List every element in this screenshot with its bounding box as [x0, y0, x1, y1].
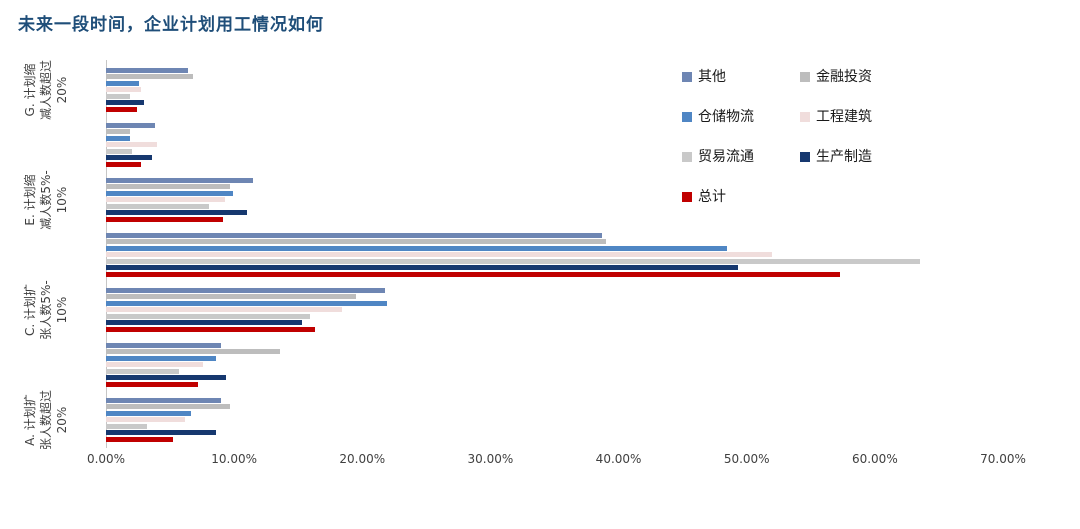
- bar: [106, 239, 606, 244]
- bar: [106, 381, 199, 387]
- bar: [106, 80, 140, 86]
- legend-swatch: [800, 72, 810, 82]
- bar: [106, 342, 222, 348]
- legend-swatch: [682, 192, 692, 202]
- x-axis-tick-label: 70.00%: [980, 452, 1026, 466]
- bar: [106, 210, 247, 215]
- x-axis-tick-label: 30.00%: [467, 452, 514, 466]
- bar: [106, 320, 303, 325]
- legend-label: 总计: [698, 189, 726, 205]
- bar: [106, 375, 227, 380]
- x-axis-tick-label: 10.00%: [211, 452, 258, 466]
- legend-item: 生产制造: [800, 148, 872, 166]
- legend-item: 金融投资: [800, 68, 872, 86]
- bar: [106, 307, 342, 312]
- bar: [106, 161, 141, 167]
- legend-item: 其他: [682, 68, 800, 86]
- legend-label: 仓储物流: [698, 109, 754, 125]
- legend-item: 仓储物流: [682, 108, 800, 126]
- legend-item: 工程建筑: [800, 108, 872, 126]
- bar: [106, 410, 191, 416]
- x-axis-tick-label: 50.00%: [723, 452, 770, 466]
- bar: [106, 197, 226, 202]
- bar: [106, 300, 387, 306]
- bar: [106, 155, 153, 160]
- bar: [106, 417, 186, 422]
- y-axis-category-label: A. 计划扩 张人数超过 20%: [23, 389, 69, 450]
- legend-swatch: [682, 152, 692, 162]
- y-axis-category-label: C. 计划扩 张人数5%- 10%: [23, 279, 69, 340]
- bar: [106, 362, 204, 367]
- bar: [106, 87, 141, 92]
- bar: [106, 430, 217, 435]
- x-axis-tick-label: 40.00%: [595, 452, 642, 466]
- legend-label: 其他: [698, 69, 726, 85]
- bar: [106, 349, 281, 354]
- bar: [106, 404, 231, 409]
- bar-group-e: [106, 172, 1003, 227]
- bar: [106, 265, 738, 270]
- bar: [106, 216, 223, 222]
- legend-swatch: [682, 112, 692, 122]
- x-axis-tick-label: 60.00%: [851, 452, 898, 466]
- bar: [106, 100, 145, 105]
- legend-swatch: [682, 72, 692, 82]
- bar-group-d: [106, 227, 1003, 282]
- bar-group-f: [106, 117, 1003, 172]
- bar: [106, 190, 233, 196]
- bar: [106, 423, 147, 429]
- bar: [106, 232, 602, 238]
- bar-group-g: [106, 62, 1003, 117]
- bar: [106, 106, 137, 112]
- bar: [106, 313, 310, 319]
- bar: [106, 368, 180, 374]
- legend-swatch: [800, 112, 810, 122]
- bar: [106, 397, 222, 403]
- bar: [106, 294, 356, 299]
- legend: 其他 金融投资仓储物流 工程建筑贸易流通 生产制造总计: [682, 68, 872, 206]
- bar: [106, 271, 841, 277]
- y-axis-category-label: E. 计划缩 减人数5%- 10%: [23, 169, 69, 230]
- legend-label: 生产制造: [816, 149, 872, 165]
- y-axis-category-label: G. 计划缩 减人数超过 20%: [23, 59, 69, 120]
- legend-swatch: [800, 152, 810, 162]
- bar-group-b: [106, 337, 1003, 392]
- chart-title: 未来一段时间，企业计划用工情况如何: [18, 15, 324, 35]
- bar: [106, 135, 131, 141]
- bar: [106, 287, 386, 293]
- bar: [106, 93, 131, 99]
- x-axis-tick-label: 20.00%: [339, 452, 386, 466]
- bar: [106, 184, 231, 189]
- legend-label: 工程建筑: [816, 109, 872, 125]
- bar: [106, 252, 773, 257]
- bar: [106, 355, 217, 361]
- bar: [106, 129, 131, 134]
- bar: [106, 67, 188, 73]
- legend-item: 贸易流通: [682, 148, 800, 166]
- bar: [106, 436, 173, 442]
- legend-label: 贸易流通: [698, 149, 754, 165]
- bar: [106, 177, 254, 183]
- bar: [106, 148, 132, 154]
- bar: [106, 326, 315, 332]
- plot-area: [106, 62, 1003, 447]
- legend-label: 金融投资: [816, 69, 872, 85]
- bar: [106, 122, 155, 128]
- bar-group-a: [106, 392, 1003, 447]
- bar: [106, 245, 728, 251]
- bar: [106, 258, 920, 264]
- legend-item: 总计: [682, 188, 800, 206]
- x-axis-tick-label: 0.00%: [86, 452, 126, 466]
- bar: [106, 142, 158, 147]
- bar: [106, 203, 209, 209]
- bar-group-c: [106, 282, 1003, 337]
- bar: [106, 74, 194, 79]
